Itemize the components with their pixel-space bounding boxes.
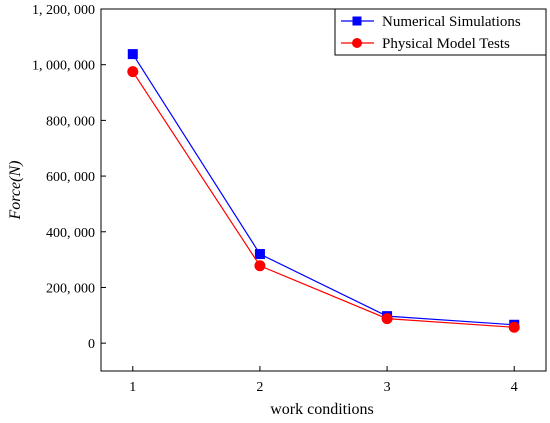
plot-frame [100, 8, 547, 372]
y-axis-title: Force(N) [7, 161, 24, 221]
legend-marker-circle-icon [352, 38, 362, 48]
x-tick-label: 4 [511, 380, 518, 395]
legend-box [334, 8, 547, 56]
y-tick-label: 0 [88, 337, 95, 352]
y-tick-label: 200, 000 [46, 281, 95, 296]
series-layer [127, 49, 520, 333]
data-point-circle [127, 66, 139, 78]
y-tick-label: 400, 000 [46, 226, 95, 241]
series-line-1 [132, 71, 515, 328]
series-line-0 [132, 53, 515, 326]
y-tick-label: 600, 000 [46, 170, 95, 185]
ticks-layer: 0 200, 000 400, 000 600, 000 800, 000 1, 000,… [32, 3, 518, 395]
y-tick-label: 800, 000 [46, 114, 95, 129]
x-tick-label: 1 [129, 380, 136, 395]
x-tick-label: 3 [384, 380, 391, 395]
data-point-circle [508, 321, 520, 333]
legend-label-physical: Physical Model Tests [382, 36, 510, 52]
x-axis-title: work conditions [270, 401, 374, 418]
y-tick-label: 1, 200, 000 [32, 3, 95, 18]
legend-label-numerical: Numerical Simulations [382, 14, 521, 30]
data-point-square [127, 49, 138, 60]
data-point-square [254, 249, 265, 260]
y-tick-label: 1, 000, 000 [32, 59, 95, 74]
legend: Numerical Simulations Physical Model Tes… [334, 8, 547, 56]
x-tick-label: 2 [256, 380, 263, 395]
legend-marker-square-icon [352, 16, 362, 26]
data-point-circle [381, 313, 393, 325]
data-point-circle [254, 260, 266, 272]
